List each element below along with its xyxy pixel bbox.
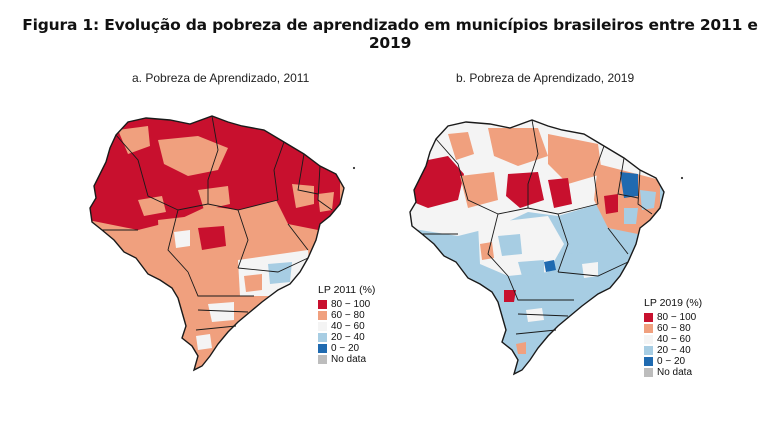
legend-label: 80 − 100: [331, 299, 371, 310]
legend-item: 20 − 40: [644, 345, 702, 356]
legend-swatch: [644, 335, 653, 344]
legend-2011-title: LP 2011 (%): [318, 284, 376, 296]
legend-2019: LP 2019 (%) 80 − 100 60 − 80 40 − 60 20 …: [644, 297, 702, 378]
legend-swatch: [644, 313, 653, 322]
legend-item: No data: [644, 367, 702, 378]
figure-title: Figura 1: Evolução da pobreza de aprendi…: [22, 16, 758, 52]
legend-swatch: [318, 311, 327, 320]
legend-label: 40 − 60: [657, 334, 691, 345]
legend-2019-title: LP 2019 (%): [644, 297, 703, 309]
legend-swatch: [318, 300, 327, 309]
legend-label: 80 − 100: [657, 312, 697, 323]
legend-label: No data: [657, 367, 693, 378]
legend-item: 20 − 40: [318, 332, 375, 343]
legend-label: 40 − 60: [331, 321, 365, 332]
legend-swatch: [644, 346, 653, 355]
map-2019-state-borders: [422, 119, 653, 335]
legend-label: 60 − 80: [657, 323, 691, 334]
legend-swatch: [318, 344, 327, 353]
legend-label: 20 − 40: [657, 345, 691, 356]
legend-label: 0 − 20: [657, 356, 686, 367]
legend-swatch: [644, 357, 653, 366]
legend-swatch: [644, 324, 653, 333]
legend-item: 60 − 80: [644, 323, 702, 334]
legend-item: 40 − 60: [318, 321, 375, 332]
legend-swatch: [644, 368, 653, 377]
map-2019: [409, 119, 684, 375]
legend-label: 20 − 40: [331, 332, 365, 343]
legend-item: 80 − 100: [318, 299, 375, 310]
legend-swatch: [318, 355, 327, 364]
legend-item: 40 − 60: [644, 334, 702, 345]
legend-item: 80 − 100: [644, 312, 702, 323]
map-2011: [89, 115, 356, 371]
legend-item: No data: [318, 354, 375, 365]
legend-label: No data: [331, 354, 367, 365]
map-2011-state-borders: [102, 115, 333, 331]
legend-swatch: [318, 333, 327, 342]
legend-item: 60 − 80: [318, 310, 375, 321]
panel-b-title: b. Pobreza de Aprendizado, 2019: [456, 71, 635, 85]
legend-2011: LP 2011 (%) 80 − 100 60 − 80 40 − 60 20 …: [318, 284, 375, 365]
legend-swatch: [318, 322, 327, 331]
legend-item: 0 − 20: [318, 343, 375, 354]
panel-a-title: a. Pobreza de Aprendizado, 2011: [132, 71, 310, 85]
legend-label: 60 − 80: [331, 310, 365, 321]
legend-item: 0 − 20: [644, 356, 702, 367]
legend-label: 0 − 20: [331, 343, 360, 354]
